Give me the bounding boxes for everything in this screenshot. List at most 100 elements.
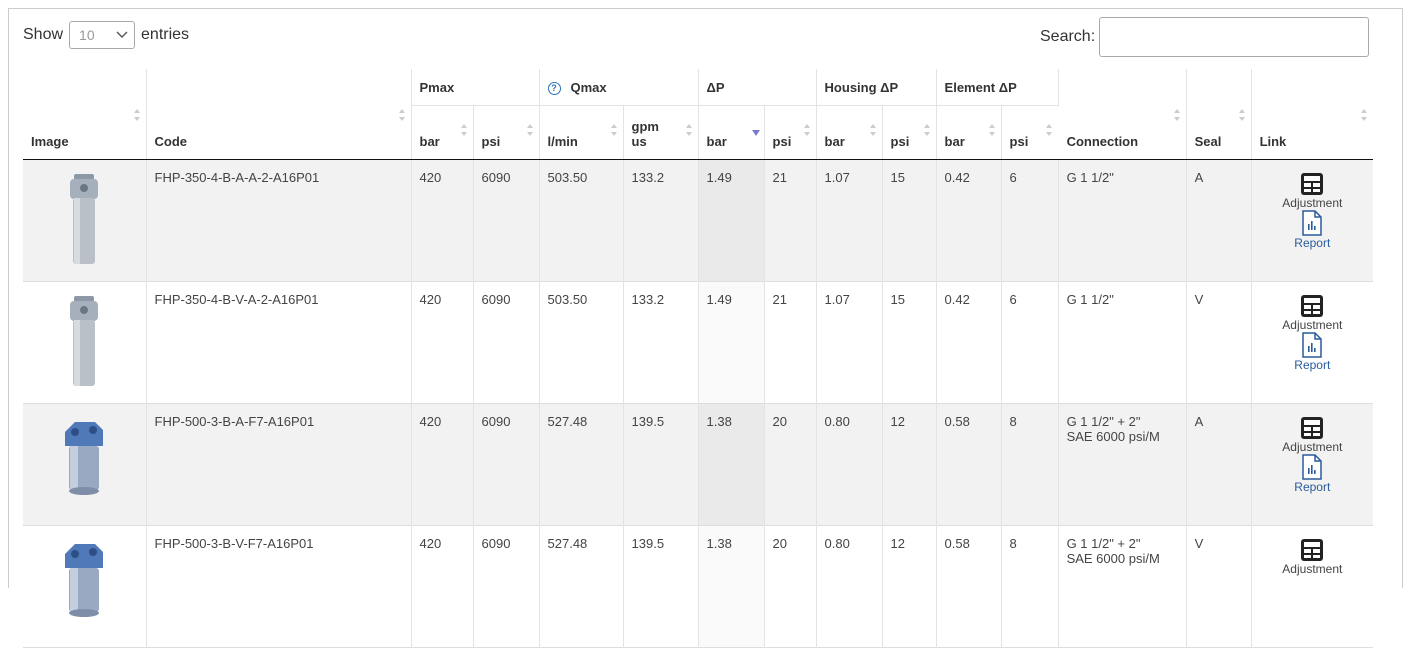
doc xyxy=(1301,332,1323,358)
entries-label: entries xyxy=(141,26,189,44)
value-cell: 1.07 xyxy=(816,282,882,404)
value-cell: 8 xyxy=(1001,404,1058,526)
page-size-select[interactable]: 10 xyxy=(69,21,135,49)
seal-cell: V xyxy=(1186,282,1251,404)
header-text: psi xyxy=(1010,134,1029,149)
value-cell: 1.38 xyxy=(698,404,764,526)
doc xyxy=(1301,210,1323,236)
link-cell: Adjustment Report xyxy=(1251,160,1373,282)
seal-cell: A xyxy=(1186,160,1251,282)
value-cell: 1.49 xyxy=(698,282,764,404)
header-unit[interactable]: psi xyxy=(1001,106,1058,160)
header-group: Element ΔP xyxy=(936,69,1058,106)
header-text: psi xyxy=(773,134,792,149)
header-unit[interactable]: psi xyxy=(882,106,936,160)
help-icon[interactable]: ? xyxy=(548,82,561,95)
calc xyxy=(1300,172,1324,196)
img-slim xyxy=(66,296,102,388)
header-text: psi xyxy=(482,134,501,149)
header-code[interactable]: Code xyxy=(146,69,411,160)
value-cell: 20 xyxy=(764,404,816,526)
adjustment-link[interactable]: Adjustment xyxy=(1260,416,1366,454)
search-input[interactable] xyxy=(1099,17,1369,57)
report-link[interactable]: Report xyxy=(1260,454,1366,494)
connection-text: G 1 1/2" + 2" xyxy=(1067,414,1141,429)
value-cell: 12 xyxy=(882,526,936,648)
header-link[interactable]: Link xyxy=(1251,69,1373,160)
link-text: Report xyxy=(1294,480,1330,494)
value-cell: 6090 xyxy=(473,160,539,282)
link-text: Adjustment xyxy=(1282,318,1342,332)
header-image[interactable]: Image xyxy=(23,69,146,160)
header-unit[interactable]: psi xyxy=(473,106,539,160)
image-cell xyxy=(23,526,146,648)
header-text: Pmax xyxy=(420,80,455,95)
page-size-value: 10 xyxy=(79,27,95,43)
header-text: l/min xyxy=(548,134,578,149)
report-link[interactable]: Report xyxy=(1260,332,1366,372)
header-text: Connection xyxy=(1067,134,1139,149)
header-unit[interactable]: psi xyxy=(764,106,816,160)
connection-text: SAE 6000 psi/M xyxy=(1067,429,1160,444)
header-text: bar xyxy=(825,134,845,149)
header-group: ΔP xyxy=(698,69,816,106)
calc xyxy=(1300,538,1324,562)
connection-text: G 1 1/2" xyxy=(1067,292,1114,307)
adjustment-link[interactable]: Adjustment xyxy=(1260,294,1366,332)
value-cell: 21 xyxy=(764,160,816,282)
header-unit[interactable]: l/min xyxy=(539,106,623,160)
header-text: Code xyxy=(155,134,188,149)
report-link[interactable]: Report xyxy=(1260,210,1366,250)
connection-cell: G 1 1/2" + 2"SAE 6000 psi/M xyxy=(1058,404,1186,526)
connection-text: G 1 1/2" + 2" xyxy=(1067,536,1141,551)
header-connection[interactable]: Connection xyxy=(1058,69,1186,160)
connection-text: G 1 1/2" xyxy=(1067,170,1114,185)
filters-table: Image Code Pmax ?Qmax ΔP Housing ΔP Elem… xyxy=(23,69,1373,648)
value-cell: 139.5 xyxy=(623,404,698,526)
value-cell: 1.07 xyxy=(816,160,882,282)
value-cell: 420 xyxy=(411,526,473,648)
adjustment-link[interactable]: Adjustment xyxy=(1260,538,1366,576)
value-cell: 8 xyxy=(1001,526,1058,648)
connection-text: SAE 6000 psi/M xyxy=(1067,551,1160,566)
header-text: bar xyxy=(945,134,965,149)
img-squat xyxy=(61,540,107,620)
table-body: FHP-350-4-B-A-A-2-A16P014206090503.50133… xyxy=(23,160,1373,648)
value-cell: 6 xyxy=(1001,160,1058,282)
show-label: Show xyxy=(23,26,63,44)
link-cell: Adjustment xyxy=(1251,526,1373,648)
value-cell: 0.80 xyxy=(816,526,882,648)
value-cell: 21 xyxy=(764,282,816,404)
adjustment-link[interactable]: Adjustment xyxy=(1260,172,1366,210)
calc xyxy=(1300,416,1324,440)
value-cell: 1.49 xyxy=(698,160,764,282)
value-cell: 6 xyxy=(1001,282,1058,404)
header-text: Housing ΔP xyxy=(825,80,899,95)
page: Show 10 entries Search: Image Code Pmax … xyxy=(8,8,1403,588)
header-text: bar xyxy=(420,134,440,149)
header-unit[interactable]: bar xyxy=(698,106,764,160)
code-cell: FHP-500-3-B-V-F7-A16P01 xyxy=(146,526,411,648)
header-seal[interactable]: Seal xyxy=(1186,69,1251,160)
seal-cell: A xyxy=(1186,404,1251,526)
header-text: Element ΔP xyxy=(945,80,1017,95)
header-unit[interactable]: bar xyxy=(816,106,882,160)
header-text: gpm xyxy=(632,119,659,134)
calc xyxy=(1300,294,1324,318)
link-text: Report xyxy=(1294,236,1330,250)
header-group: ?Qmax xyxy=(539,69,698,106)
connection-cell: G 1 1/2" xyxy=(1058,282,1186,404)
header-unit[interactable]: bar xyxy=(936,106,1001,160)
dropdown-arrow xyxy=(116,31,128,39)
link-cell: Adjustment Report xyxy=(1251,404,1373,526)
header-text: Seal xyxy=(1195,134,1222,149)
value-cell: 12 xyxy=(882,404,936,526)
value-cell: 503.50 xyxy=(539,282,623,404)
header-unit[interactable]: bar xyxy=(411,106,473,160)
value-cell: 0.80 xyxy=(816,404,882,526)
header-group: Pmax xyxy=(411,69,539,106)
value-cell: 527.48 xyxy=(539,526,623,648)
